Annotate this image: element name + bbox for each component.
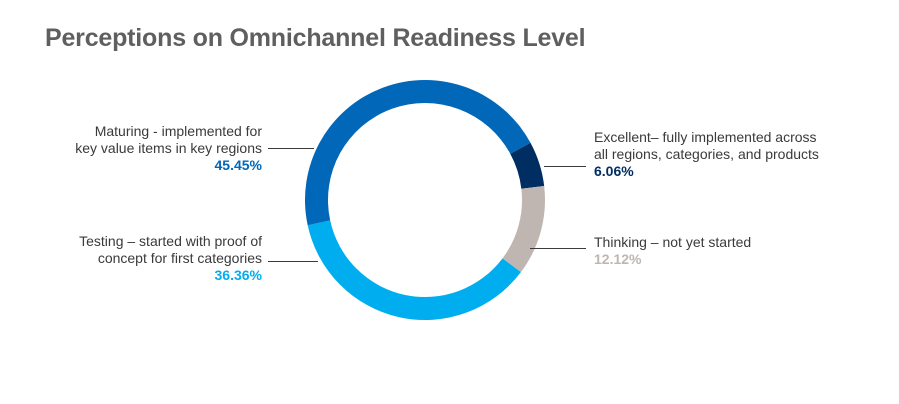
- label-excellent: Excellent– fully implemented across all …: [594, 129, 819, 180]
- chart-title: Perceptions on Omnichannel Readiness Lev…: [45, 24, 586, 52]
- connector-maturing: [268, 148, 314, 149]
- slice-excellent: [510, 142, 545, 189]
- label-excellent-line1: Excellent– fully implemented across: [594, 129, 817, 145]
- value-excellent: 6.06%: [594, 163, 634, 179]
- slice-thinking: [502, 186, 546, 273]
- label-testing-line1: Testing – started with proof of: [79, 233, 262, 249]
- label-maturing-line1: Maturing - implemented for: [94, 123, 262, 139]
- label-testing: Testing – started with proof of concept …: [79, 233, 262, 284]
- label-maturing: Maturing - implemented for key value ite…: [75, 123, 262, 174]
- label-thinking-line1: Thinking – not yet started: [594, 234, 752, 250]
- connector-testing: [268, 261, 318, 262]
- label-excellent-line2: all regions, categories, and products: [594, 146, 819, 162]
- label-thinking: Thinking – not yet started 12.12%: [594, 234, 751, 268]
- connector-thinking: [530, 248, 586, 249]
- connector-excellent: [544, 166, 586, 167]
- label-maturing-line2: key value items in key regions: [75, 140, 262, 156]
- slice-maturing: [305, 79, 531, 226]
- value-thinking: 12.12%: [594, 251, 642, 267]
- slice-testing: [307, 220, 521, 320]
- value-testing: 36.36%: [214, 267, 262, 283]
- label-testing-line2: concept for first categories: [97, 250, 262, 266]
- value-maturing: 45.45%: [214, 157, 262, 173]
